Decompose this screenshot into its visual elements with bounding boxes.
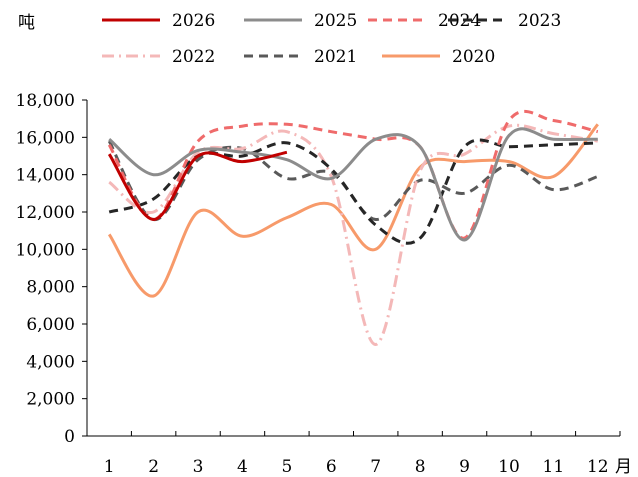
y-tick-label: 2,000 bbox=[26, 390, 75, 410]
y-tick-label: 12,000 bbox=[16, 203, 75, 223]
legend-label-2023: 2023 bbox=[518, 11, 561, 31]
x-tick-label: 10 bbox=[498, 457, 520, 477]
y-tick-label: 0 bbox=[64, 427, 75, 447]
x-tick-label: 9 bbox=[459, 457, 470, 477]
x-tick-label: 4 bbox=[237, 457, 248, 477]
x-tick-label: 7 bbox=[370, 457, 381, 477]
x-axis-unit-label: 月 bbox=[615, 457, 632, 477]
axes: 0 2,000 4,000 6,000 8,000 10,000 12,000 14,000 1… bbox=[16, 91, 621, 477]
series-line-2025 bbox=[108, 127, 598, 242]
legend-label-2026: 2026 bbox=[172, 11, 215, 31]
y-tick-label: 6,000 bbox=[26, 315, 75, 335]
x-tick-label: 5 bbox=[281, 457, 292, 477]
y-tick-label: 4,000 bbox=[26, 352, 75, 372]
series-line-2024 bbox=[107, 109, 599, 240]
x-tick-label: 1 bbox=[104, 457, 115, 477]
x-tick-label: 12 bbox=[587, 457, 609, 477]
x-tick-label: 3 bbox=[193, 457, 204, 477]
x-tick-label: 11 bbox=[543, 457, 565, 477]
legend-label-2022: 2022 bbox=[172, 47, 215, 67]
series-line-2026 bbox=[107, 150, 288, 222]
y-tick-label: 16,000 bbox=[16, 128, 75, 148]
legend: 2026 2025 2024 2023 2022 2021 2020 bbox=[102, 11, 561, 67]
legend-label-2025: 2025 bbox=[314, 11, 357, 31]
y-tick-label: 18,000 bbox=[16, 91, 75, 111]
y-axis-unit-label: 吨 bbox=[18, 13, 35, 33]
legend-label-2024: 2024 bbox=[438, 11, 481, 31]
legend-label-2021: 2021 bbox=[314, 47, 357, 67]
legend-label-2020: 2020 bbox=[452, 47, 495, 67]
x-tick-label: 2 bbox=[148, 457, 159, 477]
x-tick-label: 6 bbox=[326, 457, 337, 477]
series-layer bbox=[107, 109, 599, 347]
x-tick-label: 8 bbox=[415, 457, 426, 477]
series-line-2020 bbox=[107, 123, 599, 298]
series-line-2022 bbox=[108, 123, 599, 347]
y-tick-label: 8,000 bbox=[26, 278, 75, 298]
y-tick-label: 14,000 bbox=[16, 166, 75, 186]
series-line-2023 bbox=[108, 138, 598, 245]
y-tick-label: 10,000 bbox=[16, 240, 75, 260]
